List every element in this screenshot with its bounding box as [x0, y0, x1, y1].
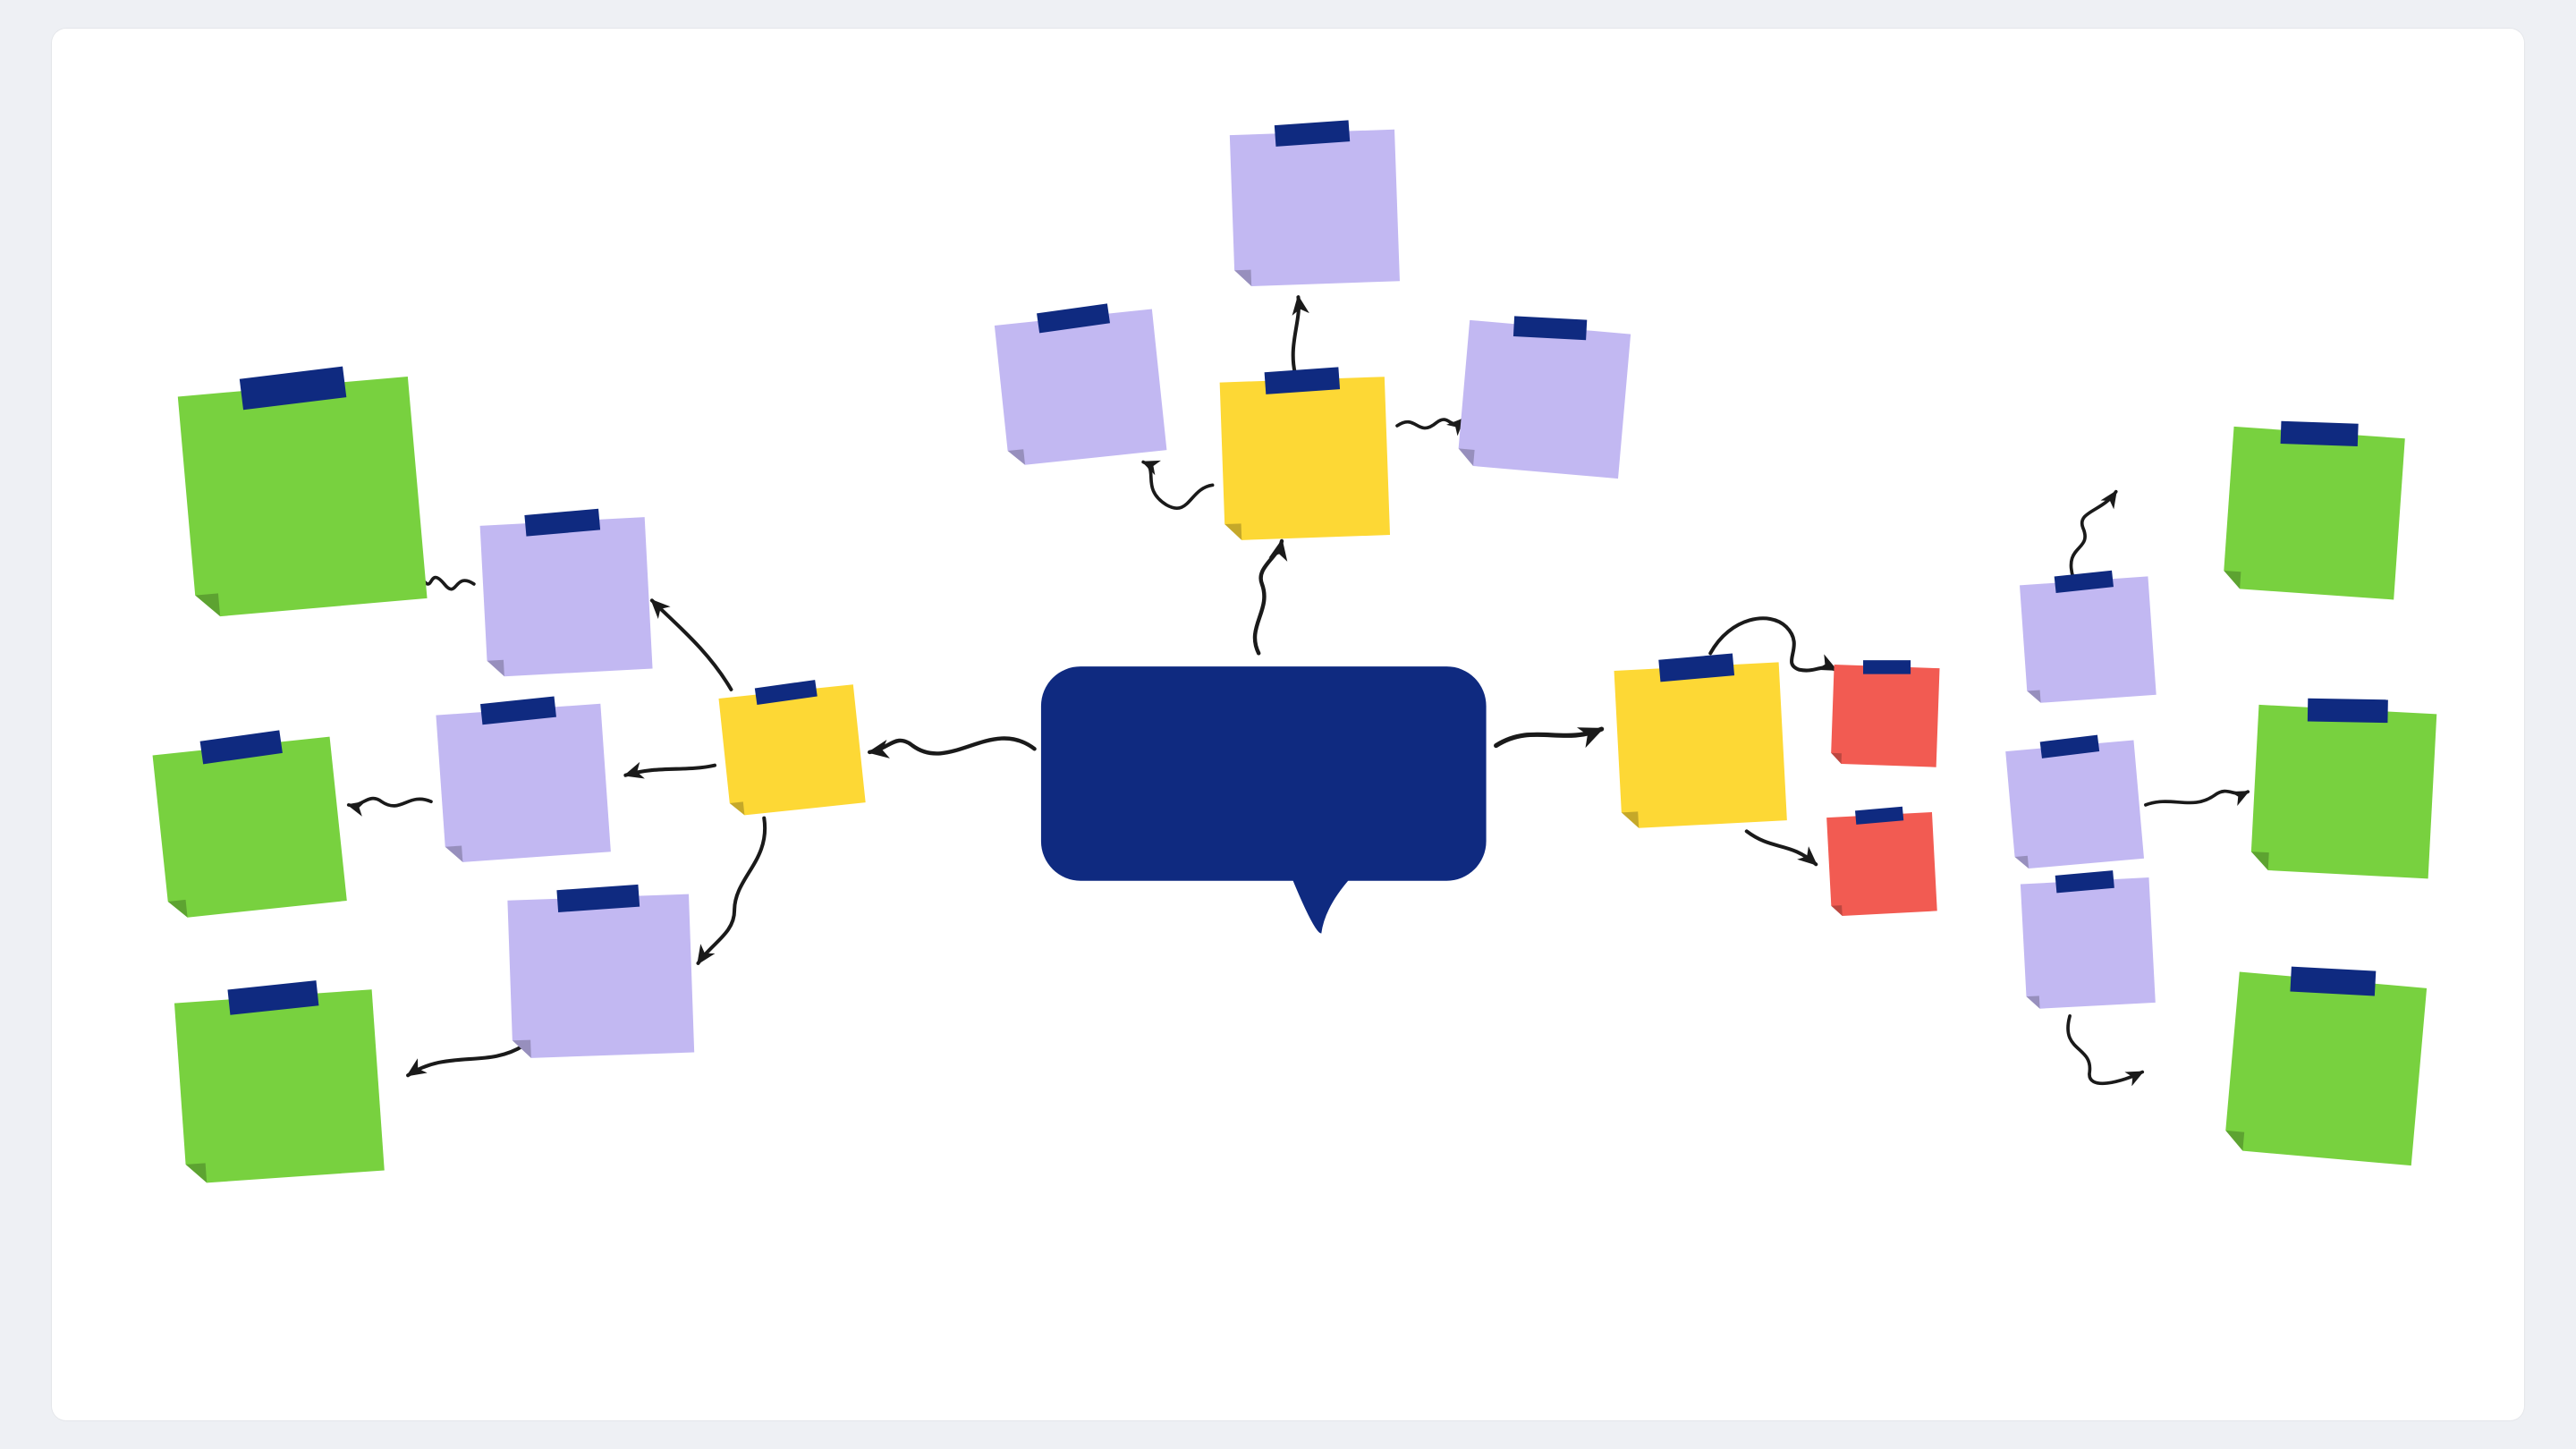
sticky-purple-l3 — [507, 883, 694, 1059]
sticky-red-r1 — [1830, 658, 1939, 768]
sticky-purple-far-r2 — [2004, 733, 2144, 870]
arrow-ytop-to-pt1 — [1143, 462, 1212, 509]
sticky-green-l1 — [176, 361, 427, 619]
arrow-pl2-to-gl2 — [348, 799, 430, 806]
brainstorm-canvas — [52, 29, 2525, 1419]
sticky-layer — [151, 119, 2437, 1184]
sticky-yellow-left — [717, 676, 865, 817]
sticky-yellow-top — [1219, 366, 1390, 541]
arrow-ytop-to-pt3 — [1397, 419, 1463, 428]
arrow-yright-to-red2 — [1746, 832, 1815, 865]
sticky-green-l3 — [174, 977, 385, 1184]
arrow-center-to-yellow-left — [869, 739, 1034, 754]
sticky-yellow-right — [1613, 651, 1786, 829]
arrow-center-to-yellow-right — [1496, 730, 1601, 746]
arrow-pfr1-to-gfr1 — [2071, 492, 2115, 578]
arrow-pfr3-to-gfr3 — [2068, 1016, 2142, 1083]
arrow-ytop-to-pt2 — [1292, 298, 1298, 374]
sticky-purple-l2 — [435, 693, 610, 863]
sticky-red-r2 — [1826, 805, 1936, 916]
speech-bubble — [1041, 666, 1487, 934]
sticky-purple-far-r3 — [2020, 869, 2155, 1010]
sticky-green-far-r3 — [2224, 960, 2428, 1166]
sticky-purple-l1 — [479, 506, 653, 677]
arrow-pl3-to-gl3 — [408, 1046, 523, 1075]
sticky-green-far-r1 — [2223, 415, 2406, 599]
arrow-pfr2-to-gfr2 — [2145, 792, 2247, 805]
arrow-yellow-left-to-pl3 — [698, 818, 765, 963]
canvas-frame — [52, 29, 2525, 1419]
sticky-purple-t3 — [1457, 310, 1631, 479]
arrow-yellow-left-to-pl2 — [625, 766, 715, 775]
sticky-purple-t1 — [993, 300, 1166, 467]
sticky-green-l2 — [151, 725, 347, 919]
arrow-yellow-left-to-pl1 — [652, 601, 731, 691]
arrow-center-to-yellow-top — [1255, 541, 1282, 653]
sticky-purple-far-r1 — [2019, 568, 2156, 704]
sticky-green-far-r2 — [2250, 693, 2436, 879]
sticky-purple-t2 — [1229, 119, 1400, 287]
